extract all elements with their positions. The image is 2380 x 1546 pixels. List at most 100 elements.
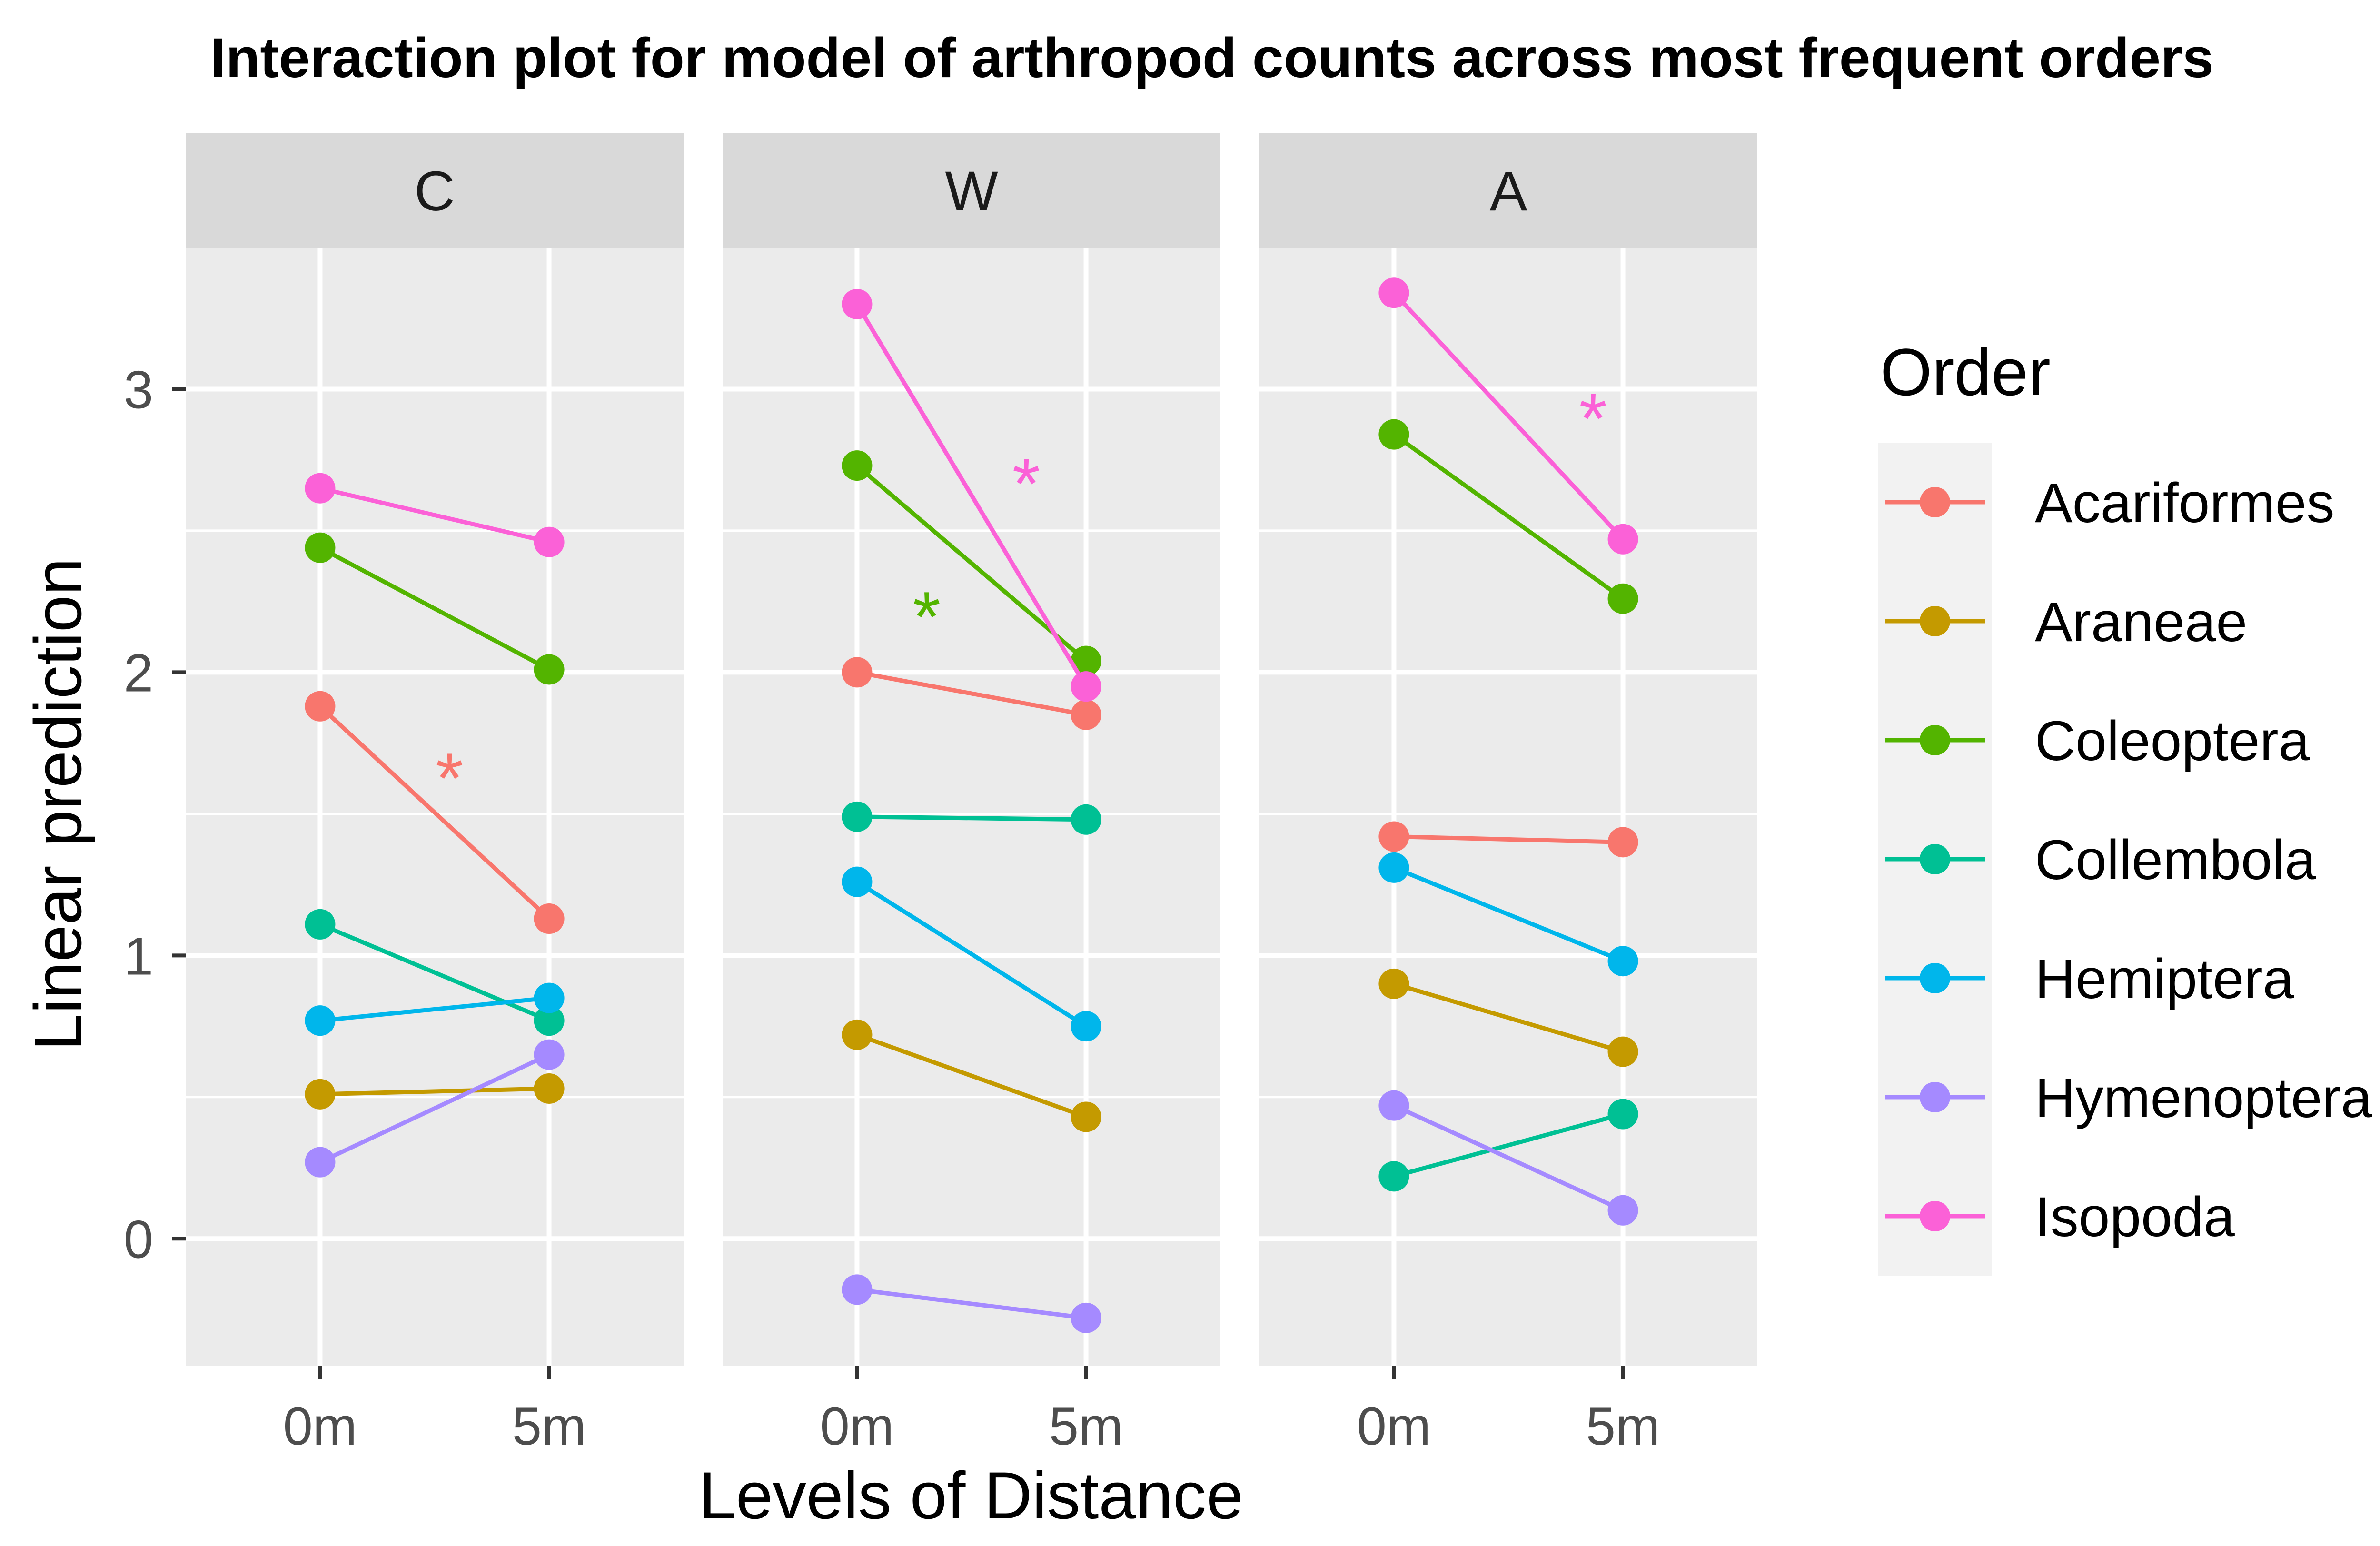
x-tick-label: 0m	[820, 1397, 894, 1456]
data-point	[534, 982, 565, 1013]
series-coleoptera	[305, 532, 565, 685]
series-hymenoptera	[305, 1039, 565, 1178]
data-point	[842, 866, 873, 897]
legend-label: Acariformes	[2035, 472, 2334, 535]
series-line	[319, 996, 550, 1023]
series-line	[855, 464, 1088, 663]
legend-key-point	[1920, 844, 1950, 874]
series-collembola	[842, 801, 1101, 835]
data-point	[534, 903, 565, 934]
data-point	[1378, 852, 1409, 883]
data-point	[305, 691, 336, 722]
data-point	[1607, 1036, 1638, 1067]
facet-panel-c: C 0m 5m *	[186, 133, 684, 1456]
data-point	[842, 801, 873, 832]
legend-item-hymenoptera: Hymenoptera	[1885, 1067, 2372, 1130]
series-araneae	[842, 1019, 1101, 1132]
data-point	[1071, 699, 1101, 730]
series-line	[319, 922, 550, 1023]
data-point	[842, 1019, 873, 1050]
x-tick-label: 5m	[1586, 1397, 1660, 1456]
series-isopoda	[1378, 277, 1638, 555]
data-point	[1607, 1195, 1638, 1226]
x-tick-label: 0m	[1357, 1397, 1431, 1456]
legend-label: Coleoptera	[2035, 710, 2310, 773]
legend-item-araneae: Araneae	[1885, 591, 2247, 654]
legend-key-point	[1920, 1201, 1950, 1231]
data-point	[305, 473, 336, 504]
y-axis-title: Linear prediction	[20, 558, 95, 1050]
y-axis: 0 1 2 3	[124, 360, 186, 1269]
data-point	[1071, 1101, 1101, 1132]
series-line	[856, 670, 1087, 717]
data-point	[1378, 1090, 1409, 1121]
data-point	[534, 1073, 565, 1104]
series-coleoptera	[842, 450, 1101, 676]
series-line	[1393, 1103, 1624, 1212]
legend-label: Collembola	[2035, 829, 2316, 892]
series-line	[319, 545, 550, 672]
data-point	[1071, 1011, 1101, 1042]
data-point	[534, 1039, 565, 1070]
data-point	[305, 532, 336, 563]
series-coleoptera	[1378, 419, 1638, 614]
data-point	[1378, 1161, 1409, 1192]
series-line	[1393, 1112, 1624, 1179]
data-point	[842, 288, 873, 319]
data-point	[305, 1147, 336, 1178]
y-tick-label: 3	[124, 360, 153, 419]
data-point	[842, 1274, 873, 1305]
series-isopoda	[842, 288, 1101, 702]
facet-strip-label: A	[1490, 160, 1527, 223]
data-point	[842, 450, 873, 481]
data-point	[1071, 1302, 1101, 1333]
x-tick-label: 5m	[512, 1397, 586, 1456]
legend-label: Araneae	[2035, 591, 2247, 654]
data-point	[1607, 946, 1638, 977]
series-line	[1392, 291, 1625, 541]
panel-background	[723, 248, 1220, 1366]
legend-item-acariformes: Acariformes	[1885, 472, 2334, 535]
x-tick-label: 5m	[1049, 1397, 1123, 1456]
series-araneae	[1378, 968, 1638, 1067]
significance-star: *	[436, 738, 463, 818]
facet-strip-label: C	[414, 160, 455, 223]
series-line	[1393, 981, 1624, 1054]
significance-star: *	[1012, 444, 1040, 524]
data-point	[305, 1005, 336, 1036]
data-point	[1071, 671, 1101, 702]
y-tick-label: 2	[124, 643, 153, 703]
legend-label: Hymenoptera	[2035, 1067, 2372, 1130]
facet-strip	[186, 133, 684, 248]
data-point	[1607, 583, 1638, 614]
legend-key-point	[1920, 725, 1950, 755]
x-axis-title: Levels of Distance	[699, 1458, 1243, 1533]
series-line	[1392, 433, 1625, 601]
legend-key-point	[1920, 1082, 1950, 1112]
series-collembola	[305, 909, 565, 1036]
series-acariformes	[305, 691, 565, 934]
legend-key-point	[1920, 487, 1950, 517]
series-line	[856, 880, 1087, 1028]
series-line	[856, 1287, 1087, 1320]
legend-item-hemiptera: Hemiptera	[1885, 948, 2294, 1011]
data-point	[1607, 1099, 1638, 1130]
series-line	[855, 303, 1088, 688]
facet-panels: C 0m 5m * W 0m 5m * * A 0m 5m *	[186, 133, 1757, 1456]
series-hemiptera	[842, 866, 1101, 1042]
data-point	[1378, 277, 1409, 308]
panel-background	[186, 248, 684, 1366]
legend-key-point	[1920, 963, 1950, 993]
legend-key-point	[1920, 606, 1950, 636]
series-hymenoptera	[842, 1274, 1101, 1333]
series-line	[319, 486, 550, 545]
data-point	[534, 526, 565, 557]
legend-label: Isopoda	[2035, 1186, 2235, 1249]
facet-strip	[723, 133, 1220, 248]
data-point	[534, 654, 565, 685]
series-line	[320, 1086, 549, 1097]
series-line	[319, 1052, 550, 1164]
series-acariformes	[842, 657, 1101, 730]
